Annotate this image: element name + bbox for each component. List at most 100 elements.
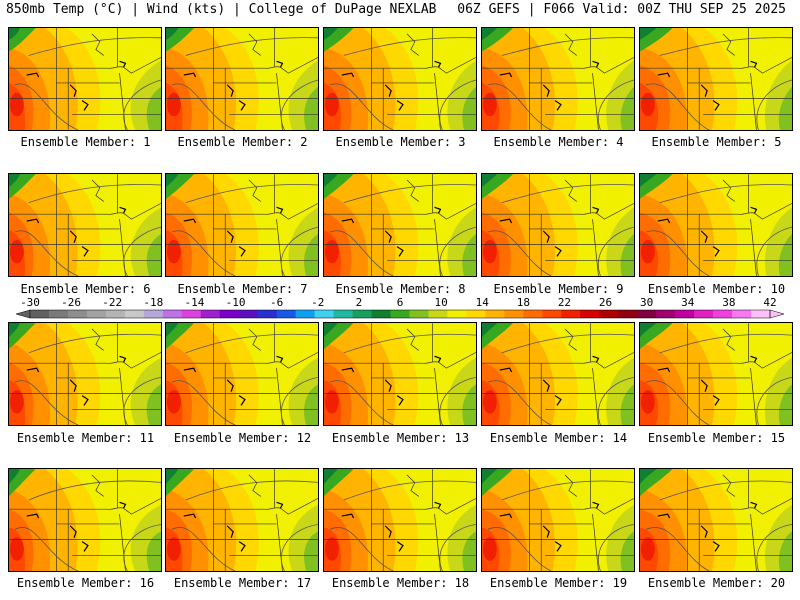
isotherm-contours (14, 184, 161, 276)
member-map-image (9, 28, 161, 130)
colorbar-swatch (656, 310, 676, 318)
wind-barbs (183, 206, 284, 257)
member-map-image (640, 469, 792, 571)
colorbar-swatch (86, 310, 107, 318)
member-map-image (640, 174, 792, 276)
isotherm-contours (329, 480, 476, 571)
colorbar-swatch (371, 310, 391, 318)
state-borders (324, 323, 476, 425)
colorbar-swatch (181, 310, 202, 318)
temp-zone-core (324, 390, 339, 414)
temp-zone-northwest-core (9, 323, 20, 338)
member-map-image (166, 323, 318, 425)
temp-zone-cooler (778, 531, 792, 571)
temperature-colorbar: -30 -26 -22 -18 -14 -10 -6 -2 2 6 10 14 18 22 26 30 34 38… (15, 296, 785, 319)
member-map-image (482, 28, 634, 130)
temp-zone-northwest-core (324, 174, 338, 187)
temp-zone-northwest-core (166, 323, 179, 338)
colorbar-swatch (143, 310, 164, 318)
member-map-image (482, 323, 634, 425)
temp-zone-northwest-core (9, 28, 20, 40)
temp-zone-core (9, 239, 24, 264)
colorbar-swatch (238, 310, 259, 318)
state-borders (324, 469, 476, 571)
member-map-image (324, 469, 476, 571)
temp-zone-northwest-core (324, 28, 338, 40)
member-map-image (9, 174, 161, 276)
ensemble-member-map (481, 468, 635, 572)
colorbar-swatch (390, 310, 410, 318)
colorbar-outline (29, 309, 771, 319)
wind-barbs (657, 501, 758, 552)
isotherm-contours (171, 480, 318, 571)
colorbar-swatch (409, 310, 429, 318)
temp-zone-northwest-core (9, 174, 20, 187)
colorbar-swatch (561, 310, 581, 318)
colorbar-tick-label: 38 (722, 296, 735, 309)
state-borders (324, 28, 476, 130)
colorbar-swatch (580, 310, 600, 318)
wind-barbs (26, 355, 127, 406)
member-map-image (166, 28, 318, 130)
wind-barbs (341, 355, 442, 406)
colorbar-swatch (200, 310, 221, 318)
temp-zone-cooler (620, 86, 634, 130)
ensemble-member-map (8, 468, 162, 572)
state-borders (9, 174, 161, 276)
ensemble-member-label: Ensemble Member: 13 (331, 431, 470, 445)
wind-barbs (499, 501, 600, 552)
isotherm-contours (645, 333, 792, 425)
isotherm-contours (645, 184, 792, 276)
colorbar-swatch (428, 310, 448, 318)
temp-zone-core (9, 92, 24, 117)
temp-zone-cooler (620, 531, 634, 571)
ensemble-member-map (165, 468, 319, 572)
state-borders (482, 174, 634, 276)
colorbar-swatch (751, 310, 771, 318)
ensemble-member-map (8, 27, 162, 131)
colorbar-swatch (504, 310, 524, 318)
temp-zone-northwest-core (166, 469, 179, 485)
colorbar-swatch (124, 310, 145, 318)
temp-zone-northwest-core (640, 469, 657, 485)
ensemble-member-label: Ensemble Member: 14 (489, 431, 628, 445)
colorbar-swatch (675, 310, 695, 318)
temp-zone-core (482, 239, 497, 264)
colorbar-tick-label: -26 (61, 296, 81, 309)
ensemble-member-label: Ensemble Member: 11 (16, 431, 155, 445)
isotherm-contours (14, 480, 161, 571)
wind-barbs (499, 355, 600, 406)
temp-zone-northwest-core (640, 174, 657, 187)
colorbar-tick-label: 30 (640, 296, 653, 309)
temp-zone-core (640, 92, 655, 117)
isotherm-contours (171, 184, 318, 276)
temp-zone-core (640, 537, 655, 561)
isotherm-contours (171, 37, 318, 130)
colorbar-tick-label: 18 (517, 296, 530, 309)
temp-zone-core (482, 92, 497, 117)
colorbar-tick-label: 2 (356, 296, 363, 309)
colorbar-swatch (352, 310, 372, 318)
state-borders (482, 323, 634, 425)
ensemble-member-label: Ensemble Member: 19 (489, 576, 628, 590)
ensemble-member-label: Ensemble Member: 6 (20, 282, 151, 296)
wind-barbs (657, 355, 758, 406)
temp-zone-cooler (778, 86, 792, 130)
isotherm-contours (487, 333, 634, 425)
temp-zone-cooler (778, 384, 792, 425)
colorbar-swatch (447, 310, 467, 318)
colorbar-swatch (599, 310, 619, 318)
colorbar-swatch (466, 310, 486, 318)
colorbar-swatch (485, 310, 505, 318)
temp-zone-core (324, 537, 339, 561)
temp-zone-northwest-core (482, 174, 498, 187)
temp-zone-northwest-core (324, 469, 338, 485)
colorbar-swatch (67, 310, 88, 318)
ensemble-member-label: Ensemble Member: 17 (173, 576, 312, 590)
wind-barbs (499, 60, 600, 111)
ensemble-member-label: Ensemble Member: 15 (647, 431, 786, 445)
ensemble-member-label: Ensemble Member: 9 (493, 282, 624, 296)
ensemble-member-map (481, 322, 635, 426)
wind-barbs (499, 206, 600, 257)
colorbar-tick-label: 6 (397, 296, 404, 309)
